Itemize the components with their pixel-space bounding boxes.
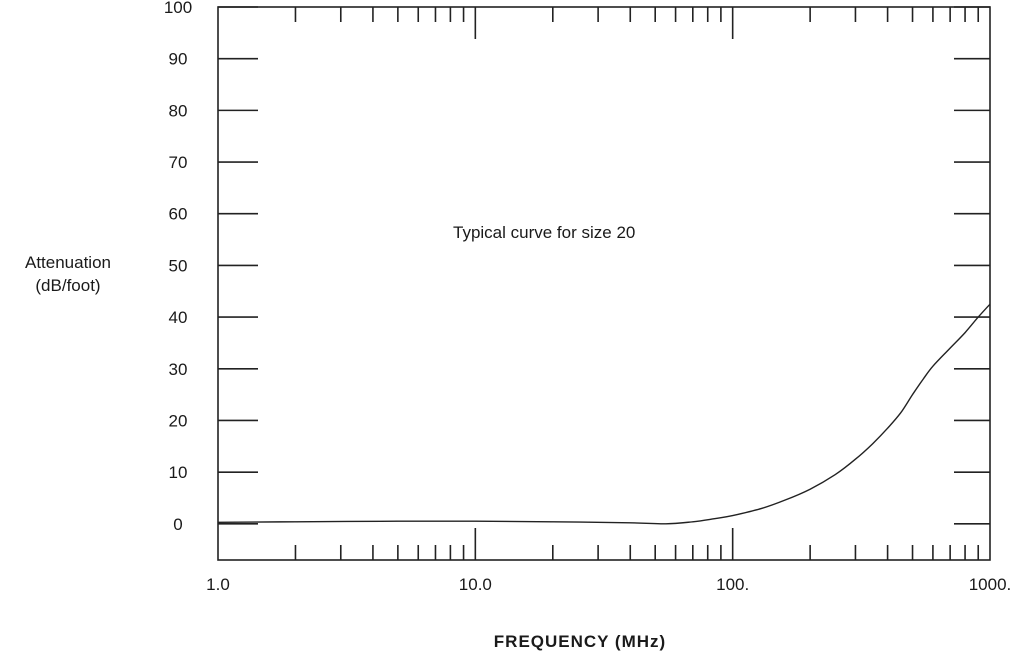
x-tick-label: 100.	[716, 575, 749, 594]
x-tick-label: 1000.	[969, 575, 1012, 594]
y-tick-label: 100	[164, 0, 192, 17]
tick-labels: 0 10 20 30 40 50 60 70 80 90 100 1.0 10.0 100. 1000.	[164, 0, 1011, 594]
x-axis-title: FREQUENCY (MHz)	[494, 632, 666, 651]
y-tick-label: 50	[169, 256, 188, 275]
y-axis-title-line2: (dB/foot)	[35, 276, 100, 295]
y-tick-label: 90	[169, 50, 188, 69]
y-tick-label: 80	[169, 101, 188, 120]
y-axis-title-line1: Attenuation	[25, 253, 111, 272]
y-tick-label: 60	[169, 205, 188, 224]
annotation-text: Typical curve for size 20	[453, 223, 635, 242]
plot-frame	[218, 7, 990, 560]
y-tick-label: 10	[169, 463, 188, 482]
y-tick-label: 20	[169, 411, 188, 430]
attenuation-curve	[218, 304, 990, 524]
x-tick-label: 10.0	[459, 575, 492, 594]
y-tick-label: 70	[169, 153, 188, 172]
y-tick-label: 30	[169, 360, 188, 379]
x-tick-label: 1.0	[206, 575, 230, 594]
y-tick-label: 40	[169, 308, 188, 327]
y-tick-label: 0	[173, 515, 182, 534]
axis-ticks	[218, 7, 990, 560]
